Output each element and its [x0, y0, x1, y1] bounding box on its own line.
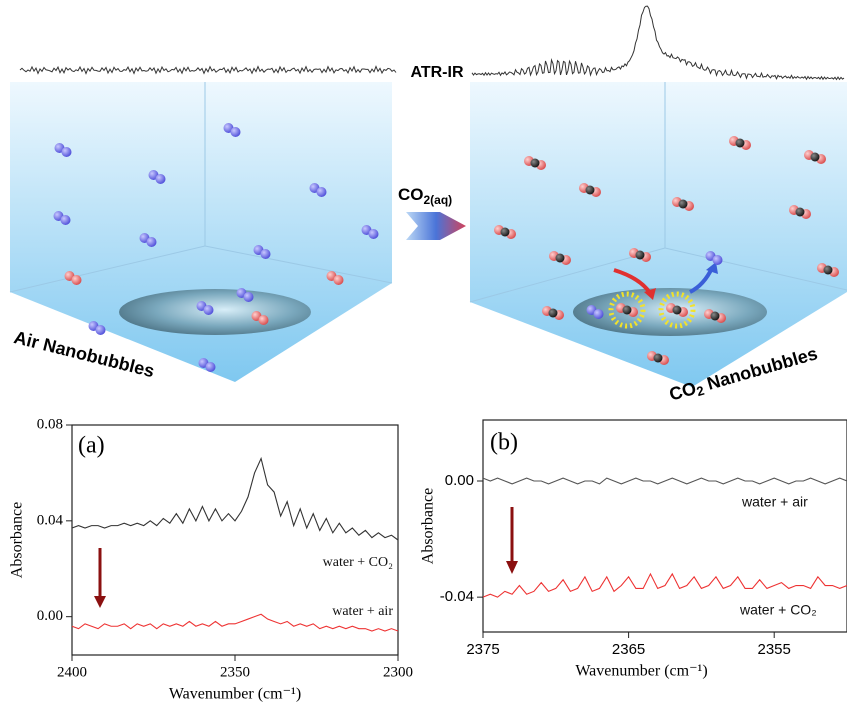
- atom: [203, 305, 214, 315]
- atom: [795, 207, 805, 217]
- atom: [810, 152, 820, 162]
- glow: [608, 291, 646, 329]
- x-tick-label: 2300: [383, 664, 413, 680]
- atom: [678, 199, 688, 209]
- atom: [146, 237, 157, 247]
- y-tick-label: 0.00: [37, 608, 63, 624]
- atom: [155, 174, 166, 184]
- atom: [585, 185, 595, 195]
- decor-spectrum-air: [19, 65, 397, 75]
- atom: [60, 215, 71, 225]
- series-line: [482, 572, 847, 598]
- transfer-sub: 2(aq): [424, 193, 453, 207]
- x-tick-label: 2400: [57, 664, 87, 680]
- atom: [316, 187, 327, 197]
- transfer-arrow: [406, 212, 466, 240]
- left-box: [10, 82, 392, 382]
- x-tick-label: 2365: [612, 641, 645, 658]
- right-label-main: CO: [667, 378, 698, 405]
- decor-spectrum-co2: [471, 5, 845, 81]
- left-nanobubble: [119, 289, 311, 335]
- atom: [555, 253, 565, 263]
- atom: [61, 147, 72, 157]
- atom: [71, 275, 82, 285]
- series-label: water + CO₂: [739, 602, 817, 618]
- y-tick-label: -0.04: [440, 588, 474, 605]
- y-axis-label: Absorbance: [420, 488, 437, 564]
- x-axis-label: Wavenumber (cm⁻¹): [575, 663, 707, 680]
- atom: [653, 353, 663, 363]
- atom: [823, 265, 833, 275]
- atom: [548, 308, 558, 318]
- series-label: water + air: [332, 604, 393, 619]
- decrease-arrow-b-head: [506, 561, 518, 574]
- atom: [635, 250, 645, 260]
- right-box: [470, 82, 847, 387]
- atom: [622, 305, 632, 315]
- atom: [260, 249, 271, 259]
- transfer-label: CO2(aq): [398, 185, 452, 207]
- atom: [593, 309, 604, 319]
- plot-frame: [482, 419, 847, 633]
- y-tick-label: 0.08: [37, 416, 63, 432]
- series-label: water + air: [741, 494, 808, 510]
- x-tick-label: 2355: [758, 641, 791, 658]
- y-tick-label: 0.00: [445, 472, 474, 489]
- atom: [243, 292, 254, 302]
- in-arrow-head: [644, 288, 656, 300]
- atom: [500, 227, 510, 237]
- x-axis-label: Wavenumber (cm⁻¹): [169, 686, 301, 703]
- atom: [258, 315, 269, 325]
- plot-frame: [71, 424, 399, 656]
- y-tick-label: 0.04: [37, 512, 64, 528]
- spectrum-label: ATR-IR: [410, 64, 463, 81]
- series-line: [71, 613, 399, 632]
- x-tick-label: 2350: [220, 664, 250, 680]
- atom: [205, 362, 216, 372]
- atom: [712, 255, 723, 265]
- series-line: [71, 456, 399, 541]
- atom: [368, 229, 379, 239]
- y-axis-label: Absorbance: [9, 502, 26, 578]
- atom: [95, 325, 106, 335]
- atom: [530, 158, 540, 168]
- left-box-edges: [9, 82, 393, 293]
- atom: [672, 305, 682, 315]
- atom: [710, 311, 720, 321]
- panel-label: (b): [490, 430, 518, 456]
- decrease-arrow-a-head: [94, 596, 106, 608]
- glow: [658, 291, 696, 329]
- out-arrow-head: [706, 262, 718, 274]
- series-line: [482, 477, 847, 485]
- transfer-main: CO: [398, 185, 424, 204]
- atom: [230, 127, 241, 137]
- panel-label: (a): [78, 433, 105, 459]
- atom: [333, 275, 344, 285]
- x-tick-label: 2375: [466, 641, 499, 658]
- series-label: water + CO₂: [323, 555, 393, 570]
- in-arrow: [613, 268, 652, 295]
- atom: [735, 138, 745, 148]
- right-label-sub: 2: [695, 383, 706, 399]
